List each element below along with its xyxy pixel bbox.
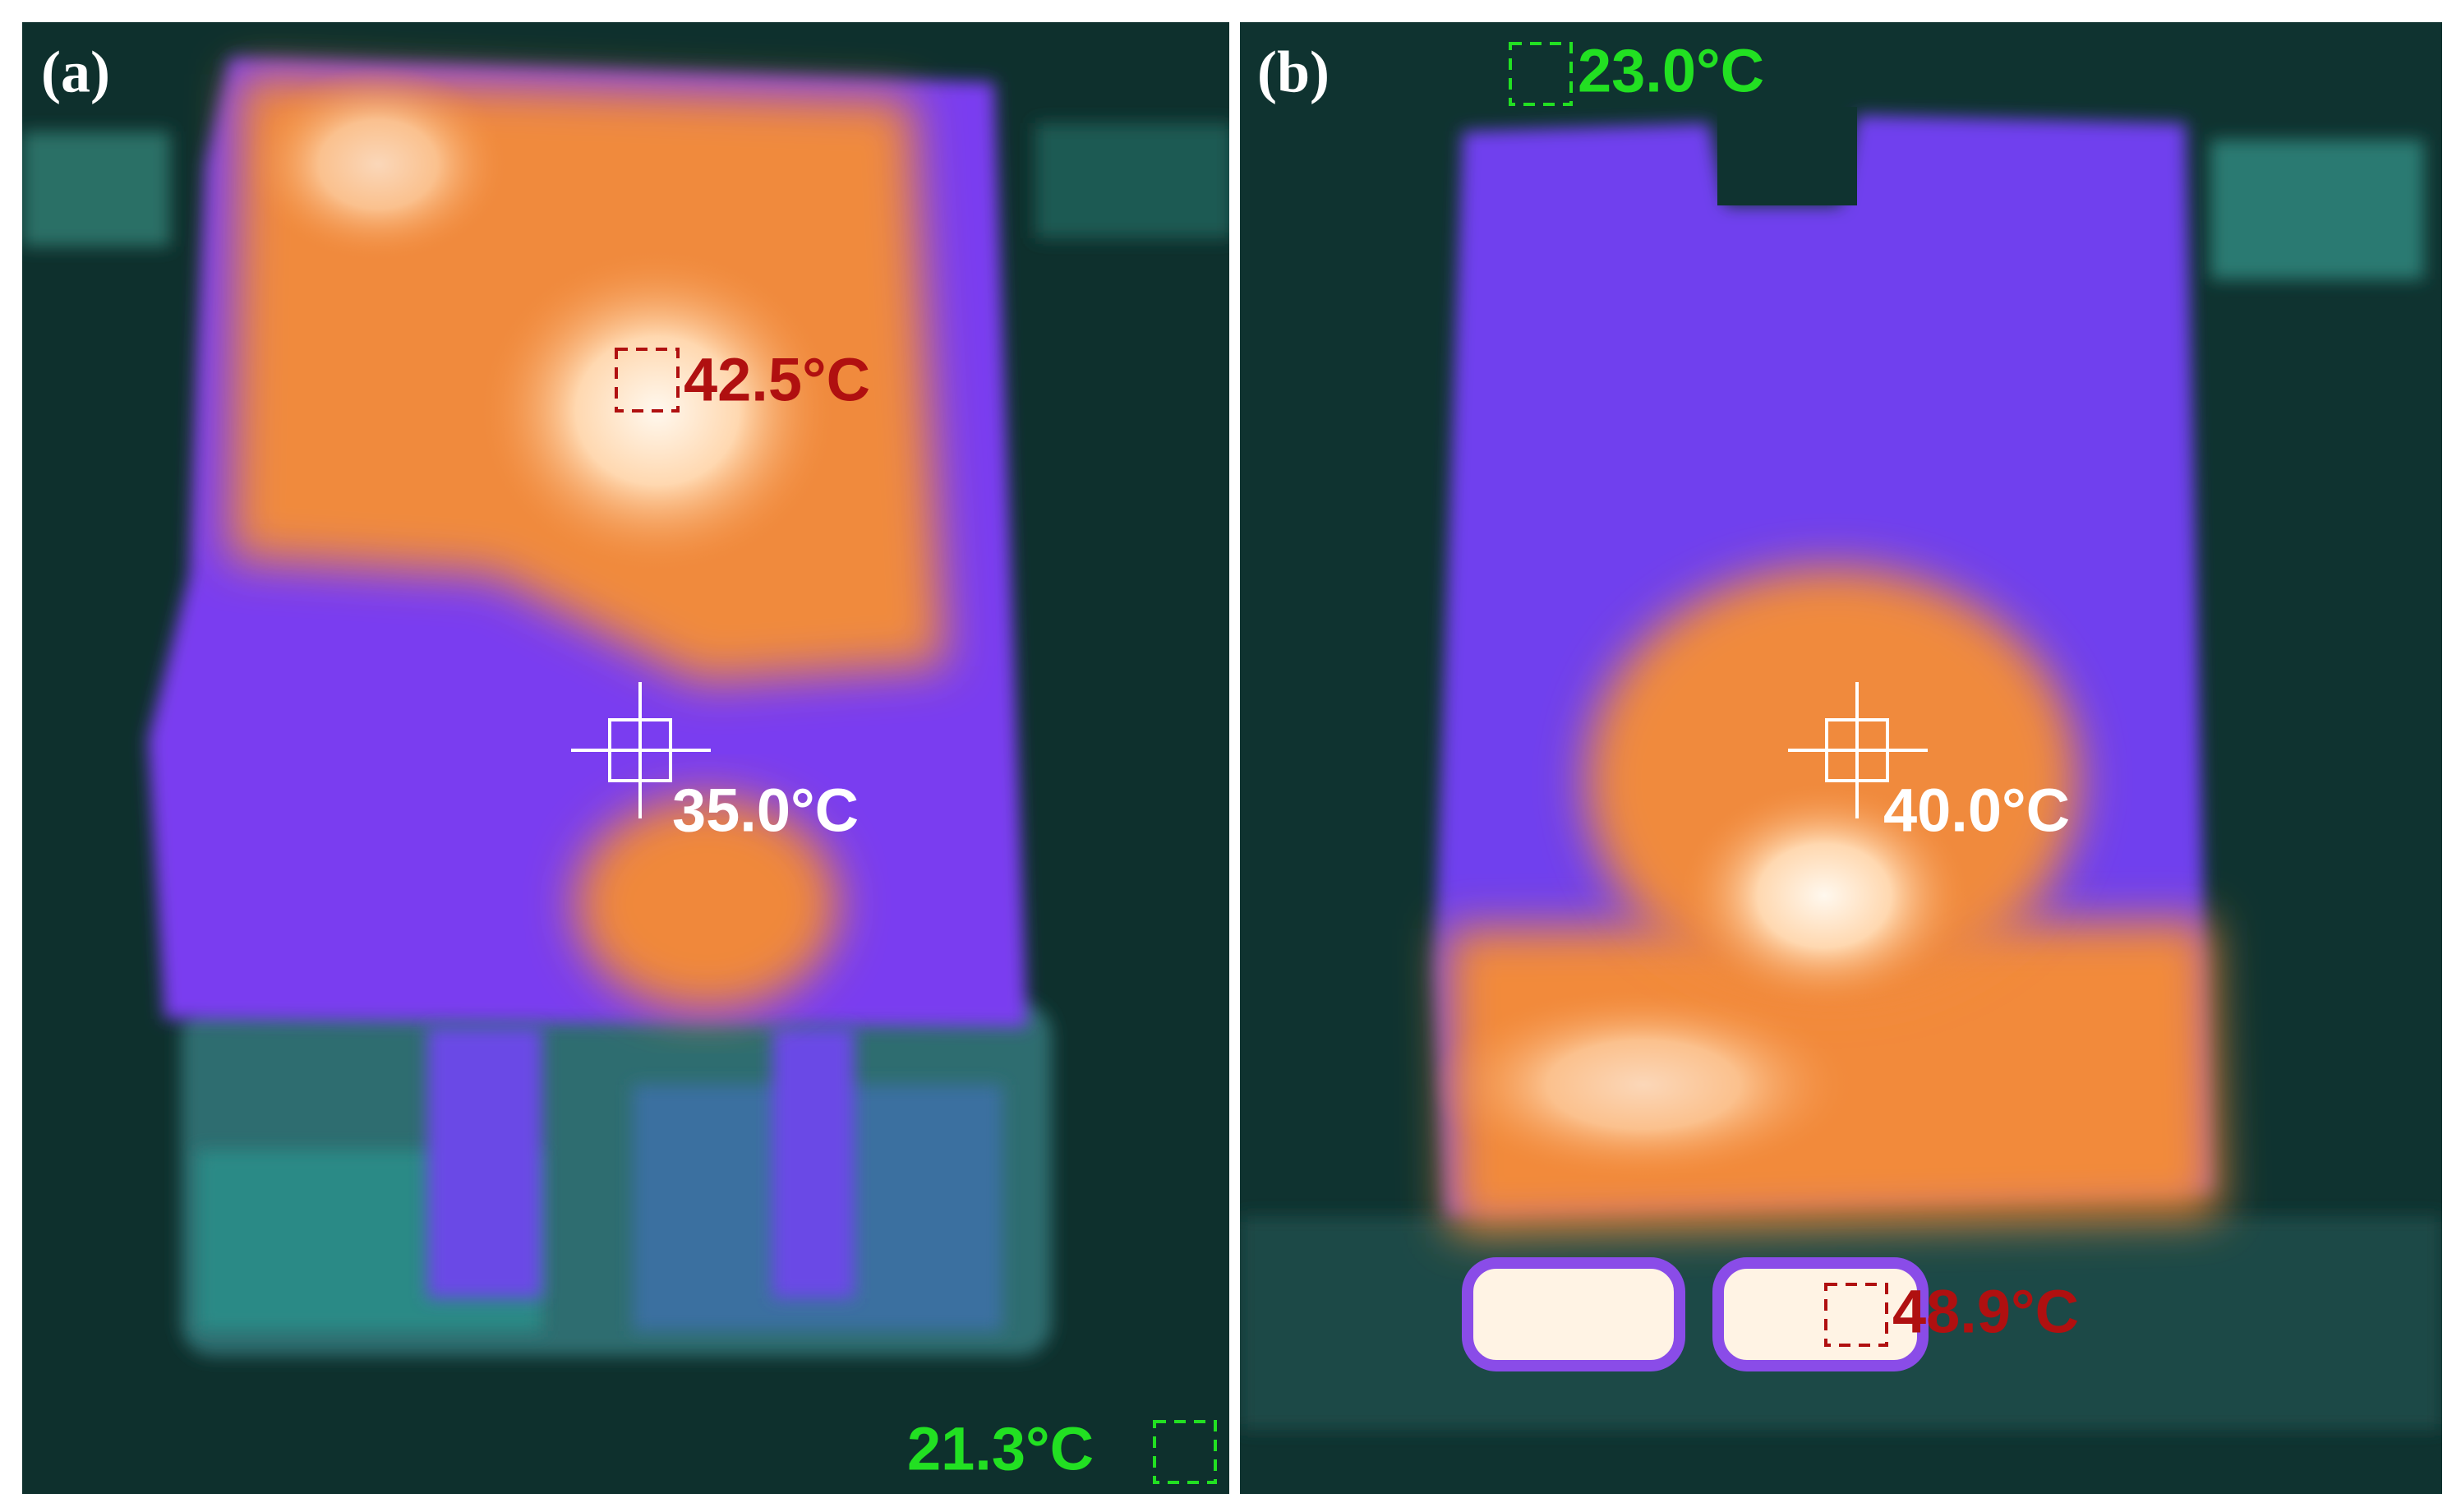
- thermal-image-a: [22, 22, 1229, 1494]
- center-reading: 35.0°C: [672, 777, 859, 845]
- panel-label: (b): [1257, 39, 1330, 105]
- center-reading: 40.0°C: [1883, 777, 2070, 845]
- max-reading: 42.5°C: [684, 346, 870, 414]
- panel-label: (a): [41, 39, 110, 105]
- max-marker: [1824, 1283, 1888, 1347]
- min-marker: [1509, 42, 1573, 106]
- min-reading: 21.3°C: [907, 1415, 1094, 1483]
- center-crosshair: [1788, 682, 1928, 818]
- max-reading: 48.9°C: [1892, 1278, 2079, 1346]
- min-reading: 23.0°C: [1578, 37, 1764, 105]
- thermal-image-b: [1240, 22, 2442, 1494]
- max-marker: [615, 348, 680, 413]
- min-marker: [1153, 1420, 1217, 1484]
- center-crosshair: [571, 682, 711, 818]
